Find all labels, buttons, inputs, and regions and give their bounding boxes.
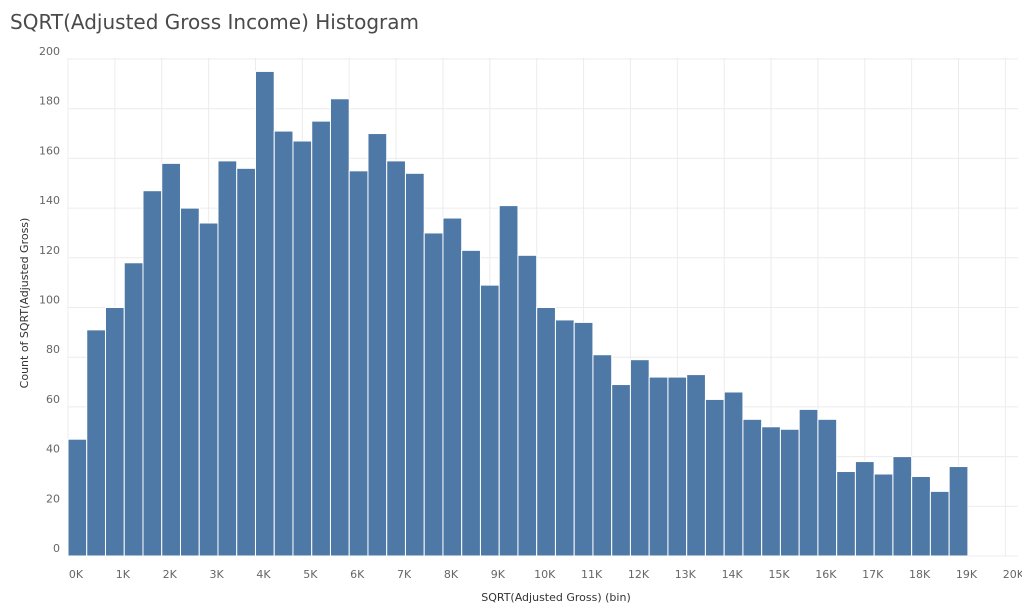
x-tick-label: 20K xyxy=(1003,568,1022,581)
x-tick-label: 1K xyxy=(116,568,131,581)
x-tick-label: 13K xyxy=(675,568,697,581)
histogram-bar[interactable] xyxy=(161,162,181,557)
histogram-bar[interactable] xyxy=(667,376,688,557)
histogram-bar[interactable] xyxy=(854,461,875,557)
histogram-bar[interactable] xyxy=(517,254,538,557)
histogram-bar[interactable] xyxy=(104,307,125,557)
histogram-bar[interactable] xyxy=(873,473,894,557)
y-tick-label: 200 xyxy=(39,45,60,58)
x-tick-label: 18K xyxy=(909,568,931,581)
histogram-bar[interactable] xyxy=(179,207,200,557)
chart-title: SQRT(Adjusted Gross Income) Histogram xyxy=(10,10,419,34)
histogram-bar[interactable] xyxy=(761,426,781,557)
x-tick-label: 7K xyxy=(397,568,412,581)
histogram-bar[interactable] xyxy=(911,475,931,557)
x-tick-label: 2K xyxy=(163,568,178,581)
histogram-bar[interactable] xyxy=(292,140,313,557)
y-tick-label: 100 xyxy=(39,294,60,307)
histogram-bar[interactable] xyxy=(67,438,88,557)
histogram-bar[interactable] xyxy=(798,408,819,557)
histogram-bar[interactable] xyxy=(704,398,725,557)
x-axis-ticks: 0K 1K 2K 3K 4K 5K 6K 7K 8K 9K 10K 11K 12K 13K 14K 15K 16… xyxy=(69,568,1022,581)
y-tick-label: 120 xyxy=(39,244,60,257)
histogram-bar[interactable] xyxy=(236,167,256,557)
histogram-bar[interactable] xyxy=(592,354,613,557)
histogram-bar[interactable] xyxy=(686,374,706,557)
histogram-bar[interactable] xyxy=(892,456,913,557)
histogram-bar[interactable] xyxy=(479,284,500,557)
y-tick-label: 160 xyxy=(39,144,60,157)
x-tick-label: 0K xyxy=(69,568,84,581)
histogram-bar[interactable] xyxy=(742,418,763,557)
y-tick-label: 80 xyxy=(46,343,60,356)
histogram-bar[interactable] xyxy=(123,262,144,557)
histogram-bar[interactable] xyxy=(198,222,219,557)
histogram-bar[interactable] xyxy=(948,466,969,557)
histogram-bar[interactable] xyxy=(311,120,331,557)
y-axis-ticks: 0 20 40 60 80 100 120 140 160 180 200 xyxy=(39,45,60,555)
x-tick-label: 15K xyxy=(768,568,790,581)
y-tick-label: 180 xyxy=(39,95,60,108)
histogram-bar[interactable] xyxy=(611,384,631,557)
x-tick-label: 16K xyxy=(815,568,837,581)
x-tick-label: 14K xyxy=(722,568,744,581)
histogram-bar[interactable] xyxy=(142,190,163,557)
x-tick-label: 5K xyxy=(303,568,318,581)
x-tick-label: 17K xyxy=(862,568,884,581)
histogram-bar[interactable] xyxy=(779,428,800,557)
histogram-bar[interactable] xyxy=(723,391,744,557)
y-tick-label: 20 xyxy=(46,492,60,505)
x-tick-label: 6K xyxy=(350,568,365,581)
histogram-bar[interactable] xyxy=(648,376,669,557)
x-tick-label: 12K xyxy=(628,568,650,581)
x-tick-label: 3K xyxy=(210,568,225,581)
histogram-bar[interactable] xyxy=(836,471,856,557)
histogram-bar[interactable] xyxy=(386,160,406,557)
histogram-bar[interactable] xyxy=(629,359,650,557)
x-tick-label: 19K xyxy=(956,568,978,581)
y-tick-label: 0 xyxy=(53,542,60,555)
y-tick-label: 40 xyxy=(46,443,60,456)
histogram-bar[interactable] xyxy=(367,133,388,557)
histogram-bar[interactable] xyxy=(554,319,575,557)
histogram-bar[interactable] xyxy=(442,217,463,557)
histogram-bars xyxy=(67,70,969,557)
histogram-bar[interactable] xyxy=(86,329,106,557)
histogram-bar[interactable] xyxy=(929,490,950,557)
x-axis-title: SQRT(Adjusted Gross) (bin) xyxy=(481,591,631,604)
histogram-bar[interactable] xyxy=(536,307,556,557)
y-tick-label: 140 xyxy=(39,194,60,207)
histogram-bar[interactable] xyxy=(273,130,294,557)
histogram-bar[interactable] xyxy=(217,160,238,557)
histogram-bar[interactable] xyxy=(461,249,481,557)
x-tick-label: 9K xyxy=(491,568,506,581)
histogram-bar[interactable] xyxy=(329,98,350,557)
histogram-bar[interactable] xyxy=(404,172,425,557)
y-axis-title: Count of SQRT(Adjusted Gross) xyxy=(18,218,31,389)
histogram-bar[interactable] xyxy=(254,70,275,557)
histogram-bar[interactable] xyxy=(817,418,838,557)
x-tick-label: 11K xyxy=(581,568,603,581)
histogram-bar[interactable] xyxy=(573,321,594,557)
histogram-bar[interactable] xyxy=(348,170,369,557)
y-tick-label: 60 xyxy=(46,393,60,406)
x-tick-label: 4K xyxy=(256,568,271,581)
histogram-bar[interactable] xyxy=(498,205,519,557)
histogram-bar[interactable] xyxy=(423,232,444,557)
x-tick-label: 8K xyxy=(444,568,459,581)
x-tick-label: 10K xyxy=(534,568,556,581)
